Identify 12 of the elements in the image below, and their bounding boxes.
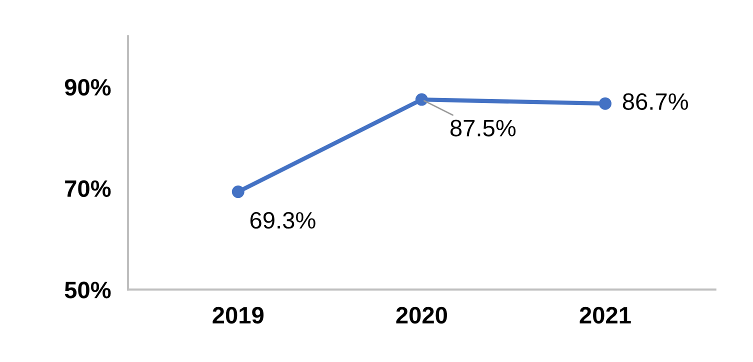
point	[232, 186, 244, 198]
data-label: 69.3%	[250, 212, 316, 229]
y-tick-label: 70%	[65, 180, 111, 198]
x-tick-label: 2021	[580, 306, 631, 324]
point	[415, 93, 428, 106]
data-label: 87.5%	[450, 120, 516, 136]
y-tick-label: 50%	[64, 282, 111, 298]
x-tick-label: 2019	[212, 306, 264, 324]
y-tick-label: 90%	[64, 78, 111, 96]
point	[598, 97, 612, 110]
x-tick-label: 2020	[396, 306, 447, 324]
data-label: 86.7%	[622, 93, 688, 110]
